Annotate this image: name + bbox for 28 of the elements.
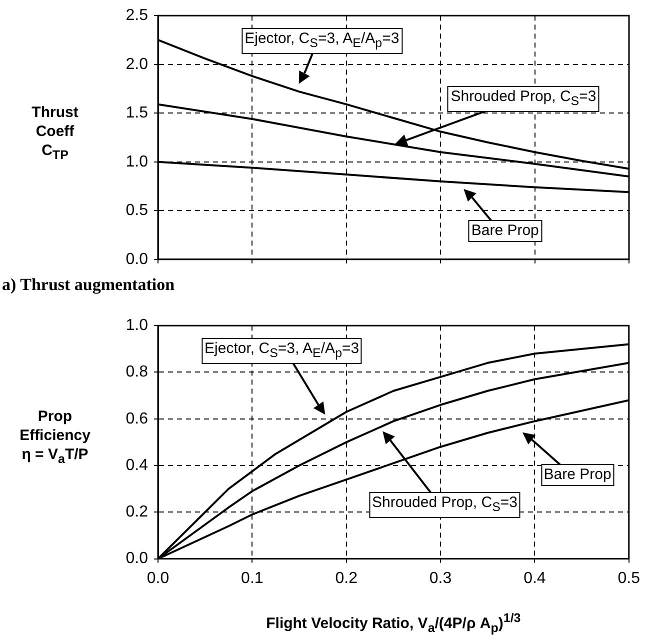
y-tick-label: 2.0 [126, 56, 148, 73]
y-tick-label: 0.6 [126, 410, 148, 428]
annotation: Ejector, C$_{S}$=3, A$_{E}$/A$_{p}$=3 [202, 338, 362, 364]
y-tick-label: 0.4 [126, 456, 148, 474]
y-tick-label: 1.0 [126, 317, 148, 334]
y-tick-label: 0.8 [126, 364, 148, 381]
annotation: Bare Prop [540, 464, 614, 486]
y-tick-label: 0.0 [126, 250, 148, 268]
annotation: Ejector, C$_{S}$=3, A$_{E}$/A$_{p}$=3 [242, 28, 402, 54]
x-tick-label: 0.0 [146, 570, 170, 587]
x-axis-title: Flight Velocity Ratio, V$_{a}$/(4P/ρ A$_{p}$)$^{1/3}$ [266, 610, 521, 635]
x-tick-label: 0.3 [429, 570, 452, 587]
x-tick-label: 0.2 [335, 570, 358, 587]
y-tick-label: 0.5 [126, 202, 148, 220]
y-axis-title: Thrust Coeff C$_{TP}$ [32, 102, 78, 164]
x-tick-label: 0.1 [241, 570, 264, 587]
x-tick-label: 0.5 [618, 570, 640, 587]
annotation: Bare Prop [468, 220, 542, 242]
y-axis-title: Prop Efficiency η = V$_{a}$T/P [20, 407, 90, 468]
x-tick-label: 0.4 [524, 570, 546, 587]
y-tick-label: 2.5 [126, 7, 148, 24]
y-tick-label: 0.0 [126, 550, 148, 568]
annotation: Shrouded Prop, C$_{S}$=3 [448, 86, 600, 112]
annotation: Shrouded Prop, C$_{S}$=3 [368, 492, 521, 518]
y-tick-label: 0.2 [126, 504, 148, 521]
text: a) Thrust augmentation [2, 275, 175, 295]
y-tick-label: 1.0 [126, 153, 148, 170]
y-tick-label: 1.5 [126, 104, 148, 122]
